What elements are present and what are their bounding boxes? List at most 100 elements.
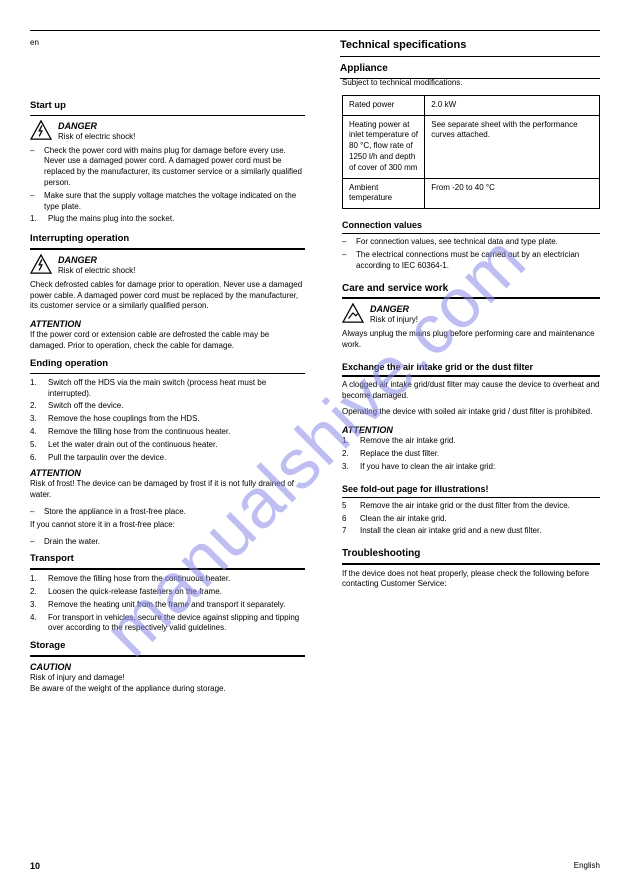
num-text: Switch off the device. — [48, 401, 305, 412]
num-item: 7Install the clean air intake grid and a… — [342, 526, 600, 537]
section-illus-head: See fold-out page for illustrations! — [342, 483, 600, 498]
cell: From -20 to 40 °C — [425, 178, 600, 209]
para: Check defrosted cables for damage prior … — [30, 280, 305, 312]
table-row: Rated power 2.0 kW — [343, 95, 600, 115]
para: Always unplug the mains plug before perf… — [342, 329, 600, 351]
bullet-item: –Check the power cord with mains plug fo… — [30, 146, 305, 189]
lightning-icon — [30, 254, 52, 278]
num-item: 1.Switch off the HDS via the main switch… — [30, 378, 305, 400]
section-ending-head: Ending operation — [30, 358, 305, 374]
num-item: 1.Plug the mains plug into the socket. — [30, 214, 305, 225]
bullet-text: Store the appliance in a frost-free plac… — [44, 507, 305, 518]
num-text: Let the water drain out of the continuou… — [48, 440, 305, 451]
section-storage-head: Storage — [30, 640, 305, 657]
page-number: 10 — [30, 860, 40, 872]
section-appliance-title: Appliance — [340, 62, 600, 79]
footer-lang: English — [574, 861, 600, 872]
cell: 2.0 kW — [425, 95, 600, 115]
attention-label: ATTENTION — [30, 318, 305, 330]
para: Risk of frost! The device can be damaged… — [30, 479, 305, 501]
section-tech-spec-title: Technical specifications — [340, 38, 600, 57]
warn-label: DANGER — [370, 303, 600, 315]
num-text: Remove the filling hose from the continu… — [48, 427, 305, 438]
num-item: 5Remove the air intake grid or the dust … — [342, 501, 600, 512]
section-startup-head: Start up — [30, 100, 305, 116]
table-row: Ambient temperature From -20 to 40 °C — [343, 178, 600, 209]
para: If the device does not heat properly, pl… — [342, 569, 600, 591]
num-item: 3.If you have to clean the air intake gr… — [342, 462, 600, 473]
num-text: Install the clean air intake grid and a … — [360, 526, 600, 537]
num-text: Plug the mains plug into the socket. — [48, 214, 305, 225]
warning-startup: DANGER Risk of electric shock! — [30, 120, 305, 144]
page-container: en Technical specifications Appliance St… — [30, 30, 600, 872]
top-rule — [30, 30, 600, 31]
table-row: Heating power at inlet temperature of 80… — [343, 115, 600, 178]
warn-label: DANGER — [58, 120, 305, 132]
para: Subject to technical modifications. — [342, 78, 600, 89]
num-item: 3.Remove the heating unit from the frame… — [30, 600, 305, 611]
num-item: 2.Replace the dust filter. — [342, 449, 600, 460]
num-item: 2.Loosen the quick-release fasteners on … — [30, 587, 305, 598]
bullet-item: –Store the appliance in a frost-free pla… — [30, 507, 305, 518]
bullet-text: Drain the water. — [44, 537, 305, 548]
num-item: 2.Switch off the device. — [30, 401, 305, 412]
warn-label: DANGER — [58, 254, 305, 266]
para: A clogged air intake grid/dust filter ma… — [342, 380, 600, 402]
warning-interrupt: DANGER Risk of electric shock! — [30, 254, 305, 278]
num-item: 3.Remove the hose couplings from the HDS… — [30, 414, 305, 425]
warn-body: Risk of electric shock! — [58, 266, 305, 277]
cell: Rated power — [343, 95, 425, 115]
para: Operating the device with soiled air int… — [342, 407, 600, 418]
num-text: Loosen the quick-release fasteners on th… — [48, 587, 305, 598]
warn-body: Risk of injury and damage! — [30, 673, 305, 684]
section-transport-head: Transport — [30, 553, 305, 570]
num-text: Pull the tarpaulin over the device. — [48, 453, 305, 464]
warn-body: Risk of injury! — [370, 315, 600, 326]
num-item: 1.Remove the air intake grid. — [342, 436, 600, 447]
cell: See separate sheet with the performance … — [425, 115, 600, 178]
section-care-head: Care and service work — [342, 282, 600, 300]
bullet-item: –Drain the water. — [30, 537, 305, 548]
num-item: 5.Let the water drain out of the continu… — [30, 440, 305, 451]
section-dust-head: Exchange the air intake grid or the dust… — [342, 361, 600, 377]
bullet-item: –Make sure that the supply voltage match… — [30, 191, 305, 213]
num-text: Switch off the HDS via the main switch (… — [48, 378, 305, 400]
num-text: Replace the dust filter. — [360, 449, 600, 460]
bullet-text: Make sure that the supply voltage matche… — [44, 191, 305, 213]
num-text: Remove the hose couplings from the HDS. — [48, 414, 305, 425]
lightning-icon — [30, 120, 52, 144]
right-column: Subject to technical modifications. Rate… — [342, 78, 600, 596]
caution-label: CAUTION — [30, 661, 305, 673]
left-column: Start up DANGER Risk of electric shock! … — [30, 100, 305, 701]
num-item: 4.Remove the filling hose from the conti… — [30, 427, 305, 438]
para: If the power cord or extension cable are… — [30, 330, 305, 352]
cell: Ambient temperature — [343, 178, 425, 209]
num-text: Clean the air intake grid. — [360, 514, 600, 525]
attention-label: ATTENTION — [30, 467, 305, 479]
warn-body: Risk of electric shock! — [58, 132, 305, 143]
num-item: 1.Remove the filling hose from the conti… — [30, 574, 305, 585]
num-text: Remove the air intake grid. — [360, 436, 600, 447]
num-item: 6.Pull the tarpaulin over the device. — [30, 453, 305, 464]
bullet-text: Check the power cord with mains plug for… — [44, 146, 305, 189]
section-interrupt-head: Interrupting operation — [30, 233, 305, 250]
num-text: Remove the heating unit from the frame a… — [48, 600, 305, 611]
para: If you cannot store it in a frost-free p… — [30, 520, 305, 531]
cell: Heating power at inlet temperature of 80… — [343, 115, 425, 178]
warning-care: DANGER Risk of injury! — [342, 303, 600, 327]
para: Be aware of the weight of the appliance … — [30, 684, 305, 695]
num-item: 6Clean the air intake grid. — [342, 514, 600, 525]
num-item: 4.For transport in vehicles, secure the … — [30, 613, 305, 635]
bullet-item: –The electrical connections must be carr… — [342, 250, 600, 272]
section-conn-head: Connection values — [342, 219, 600, 234]
bullet-text: The electrical connections must be carri… — [356, 250, 600, 272]
hand-icon — [342, 303, 364, 327]
attention-label: ATTENTION — [342, 424, 600, 436]
section-troubleshoot-head: Troubleshooting — [342, 547, 600, 565]
bullet-item: –For connection values, see technical da… — [342, 237, 600, 248]
header-lang: en — [30, 38, 39, 49]
spec-table: Rated power 2.0 kW Heating power at inle… — [342, 95, 600, 209]
num-text: Remove the filling hose from the continu… — [48, 574, 305, 585]
num-text: If you have to clean the air intake grid… — [360, 462, 600, 473]
bullet-text: For connection values, see technical dat… — [356, 237, 600, 248]
